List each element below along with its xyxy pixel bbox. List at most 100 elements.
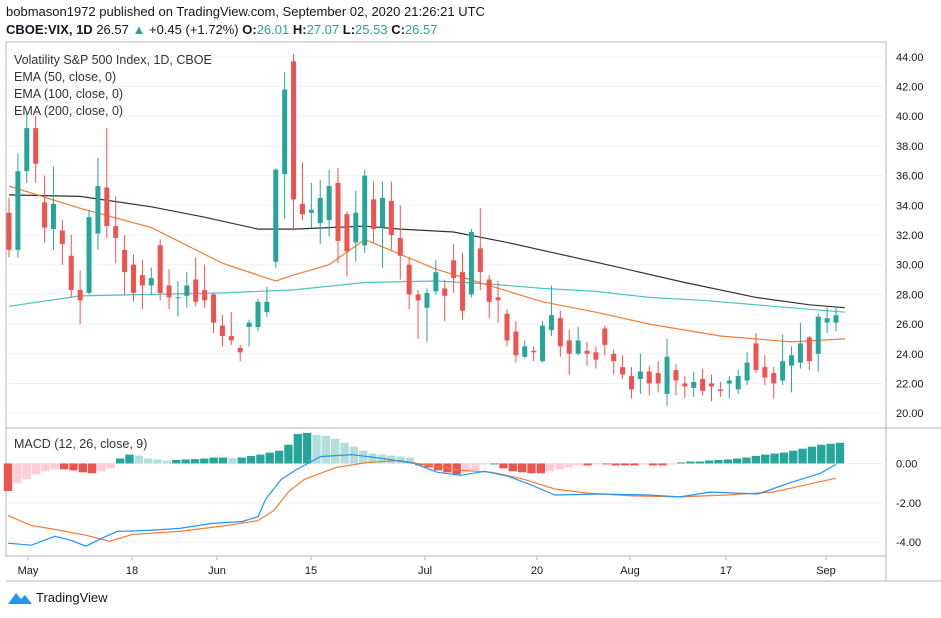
candle-body [228, 335, 234, 341]
macd-histogram-bar [274, 450, 284, 464]
macd-histogram-bar [789, 450, 798, 464]
last-price: 26.57 [96, 22, 129, 37]
macd-histogram-bar [302, 432, 312, 464]
macd-signal-line [7, 459, 837, 542]
macd-histogram-bar [536, 463, 546, 474]
price-tick-label: 20.00 [896, 408, 924, 420]
candle-body [664, 356, 670, 394]
candle-body [246, 322, 252, 328]
macd-histogram-bar [751, 455, 761, 464]
time-tick-label: Aug [620, 565, 640, 577]
candle-body [379, 197, 385, 228]
candle-body [548, 315, 554, 331]
macd-histogram-bar [770, 453, 779, 464]
macd-histogram-bar [218, 457, 228, 464]
time-tick-label: Sep [816, 565, 836, 577]
macd-histogram-bar [583, 463, 592, 466]
macd-histogram-bar [761, 454, 770, 464]
candle-body [122, 249, 128, 273]
candle-body [709, 383, 715, 387]
macd-histogram-bar [723, 459, 732, 464]
candle-body [628, 376, 634, 390]
candle-body [575, 340, 581, 354]
tradingview-logo-icon [8, 592, 32, 604]
macd-histogram-bar [200, 458, 209, 464]
candle-body [673, 370, 679, 381]
macd-histogram-bar [405, 457, 415, 464]
macd-histogram-bar [134, 455, 144, 464]
macd-histogram-bar [293, 433, 302, 464]
candle-body [584, 350, 590, 354]
candle-body [566, 340, 572, 354]
candle-body [193, 279, 199, 302]
price-tick-label: 28.00 [896, 289, 924, 301]
candle-body [531, 350, 537, 353]
time-tick-label: Jul [418, 565, 432, 577]
macd-histogram-bar [125, 454, 134, 464]
macd-tick-label: -2.00 [896, 498, 921, 510]
candle-body [771, 373, 777, 384]
macd-histogram-bar [714, 459, 723, 464]
candle-body [397, 237, 403, 256]
macd-histogram-bar [817, 444, 826, 464]
candle-body [362, 175, 368, 246]
candle-body [6, 212, 12, 250]
candle-body [815, 316, 821, 354]
macd-histogram-bar [246, 455, 256, 464]
time-tick-label: May [18, 565, 39, 577]
candle-body [726, 380, 732, 384]
open-value: 26.01 [256, 22, 290, 37]
price-tick-label: 38.00 [896, 141, 924, 153]
candle-body [344, 214, 350, 252]
macd-histogram-bar [237, 457, 246, 464]
candle-body [130, 264, 136, 293]
macd-histogram-bar [555, 463, 564, 470]
symbol-info: CBOE:VIX, 1D 26.57 ▲ +0.45 (+1.72%) O:26… [6, 22, 437, 37]
macd-histogram-bar [13, 463, 22, 484]
candle-body [780, 361, 786, 381]
macd-histogram-bar [602, 463, 611, 465]
price-tick-label: 22.00 [896, 378, 924, 390]
macd-histogram-bar [574, 463, 583, 466]
candle-body [753, 343, 759, 371]
macd-histogram-bar [22, 463, 31, 480]
macd-histogram-bar [742, 457, 751, 464]
candle-body [691, 381, 697, 388]
macd-histogram-bar [452, 463, 461, 475]
time-tick-label: 20 [531, 565, 543, 577]
macd-histogram-bar [78, 463, 87, 473]
candle-body [175, 297, 181, 299]
time-tick-label: 17 [720, 565, 732, 577]
candle-body [593, 352, 599, 360]
high-label: H: [292, 22, 307, 37]
macd-histogram-bar [546, 463, 555, 472]
candle-body [202, 289, 208, 301]
candle-body [237, 347, 243, 353]
macd-histogram-bar [686, 461, 695, 464]
candle-body [335, 183, 341, 241]
candle-body [255, 301, 261, 328]
macd-histogram-bar [359, 450, 368, 464]
low-value: 25.53 [355, 22, 388, 37]
symbol: CBOE:VIX, 1D [6, 22, 93, 37]
macd-histogram-bar [667, 463, 676, 465]
time-tick-label: Jun [208, 565, 226, 577]
candle-body [424, 292, 430, 308]
macd-histogram-bar [508, 463, 517, 472]
candle-body [353, 212, 359, 243]
candle-body [655, 373, 661, 384]
candle-body [762, 367, 768, 378]
candle-body [68, 255, 74, 290]
high-value: 27.07 [306, 22, 340, 37]
price-tick-label: 24.00 [896, 349, 924, 361]
open-label: O: [242, 22, 257, 37]
candle-body [157, 245, 163, 293]
candle-body [406, 264, 412, 295]
macd-histogram-bar [181, 459, 190, 464]
candle-body [326, 186, 332, 221]
macd-histogram-bar [162, 460, 172, 464]
macd-histogram-bar [87, 463, 97, 474]
candle-body [282, 89, 288, 175]
candle-body [797, 343, 803, 363]
